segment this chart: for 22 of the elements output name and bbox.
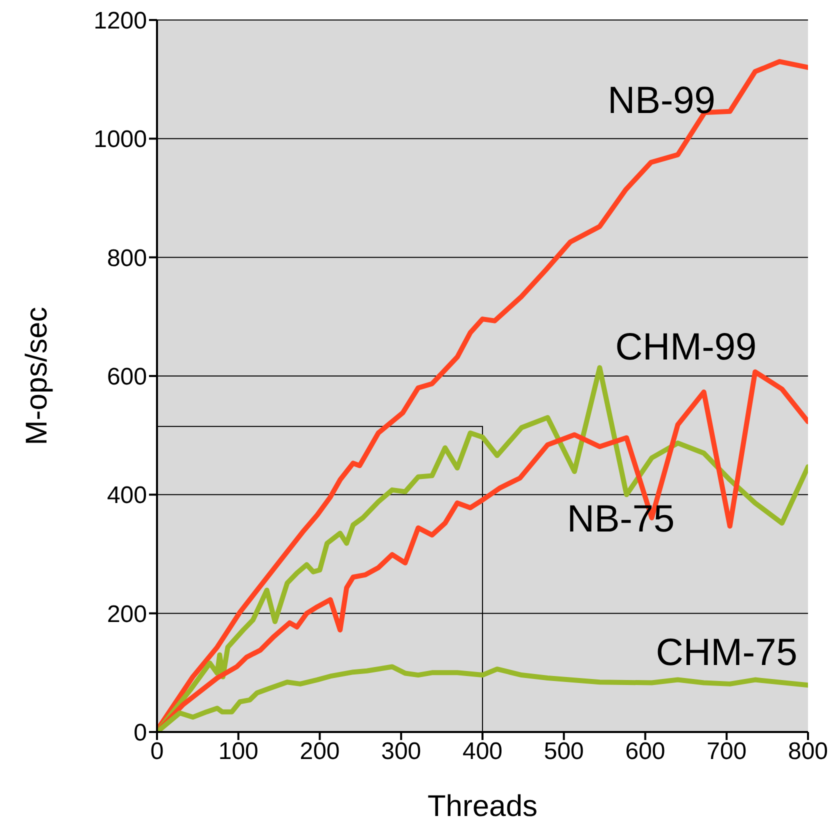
series-label: NB-75 <box>566 498 675 540</box>
x-tick-label: 100 <box>218 738 258 766</box>
y-tick-label: 400 <box>106 482 147 510</box>
x-tick-label: 600 <box>625 738 666 766</box>
x-tick-label: 0 <box>150 738 164 766</box>
y-tick-label: 1200 <box>94 8 147 35</box>
y-tick-label: 200 <box>106 600 147 628</box>
x-tick-label: 500 <box>544 738 584 766</box>
y-tick-label: 800 <box>106 244 147 272</box>
y-tick-label: 600 <box>106 364 147 391</box>
y-tick-label: 0 <box>134 720 147 747</box>
series-label: NB-99 <box>608 80 716 122</box>
x-tick-label: 700 <box>706 738 747 766</box>
x-tick-label: 300 <box>381 738 422 766</box>
x-axis-title: Threads <box>427 790 538 823</box>
y-axis-title: M-ops/sec <box>20 306 54 446</box>
x-tick-label: 800 <box>788 738 828 766</box>
x-tick-label: 400 <box>462 738 503 766</box>
x-tick-label: 200 <box>300 738 340 766</box>
y-tick-label: 1000 <box>94 126 147 154</box>
series-label: CHM-99 <box>615 326 757 368</box>
series-label: CHM-75 <box>656 632 798 674</box>
